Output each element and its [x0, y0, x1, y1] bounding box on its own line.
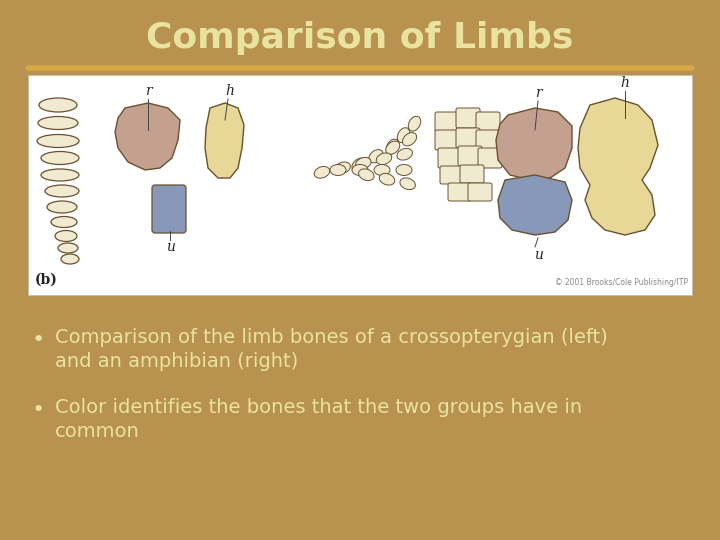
Text: and an amphibian (right): and an amphibian (right)	[55, 352, 298, 371]
FancyBboxPatch shape	[460, 165, 484, 183]
Ellipse shape	[387, 139, 399, 154]
Ellipse shape	[335, 162, 351, 174]
Ellipse shape	[39, 98, 77, 112]
FancyBboxPatch shape	[152, 185, 186, 233]
Text: Color identifies the bones that the two groups have in: Color identifies the bones that the two …	[55, 398, 582, 417]
Text: Comparison of the limb bones of a crossopterygian (left): Comparison of the limb bones of a crosso…	[55, 328, 608, 347]
Polygon shape	[115, 103, 180, 170]
FancyBboxPatch shape	[438, 148, 462, 168]
Text: •: •	[32, 400, 45, 420]
FancyBboxPatch shape	[448, 183, 472, 201]
Text: h: h	[225, 84, 235, 98]
Text: r: r	[535, 86, 541, 100]
FancyBboxPatch shape	[440, 166, 464, 184]
FancyBboxPatch shape	[456, 128, 480, 148]
FancyBboxPatch shape	[435, 130, 461, 150]
Ellipse shape	[38, 117, 78, 130]
Ellipse shape	[397, 148, 413, 160]
Ellipse shape	[352, 158, 366, 171]
Text: common: common	[55, 422, 140, 441]
FancyBboxPatch shape	[476, 130, 500, 150]
Ellipse shape	[402, 133, 417, 146]
Ellipse shape	[359, 169, 374, 180]
FancyBboxPatch shape	[458, 146, 482, 166]
Ellipse shape	[51, 217, 77, 227]
Ellipse shape	[386, 141, 400, 154]
Polygon shape	[205, 103, 244, 178]
Ellipse shape	[352, 165, 368, 176]
Text: •: •	[32, 330, 45, 350]
Ellipse shape	[58, 243, 78, 253]
Ellipse shape	[396, 165, 412, 176]
Ellipse shape	[374, 165, 390, 176]
Ellipse shape	[37, 134, 79, 147]
FancyBboxPatch shape	[468, 183, 492, 201]
Ellipse shape	[61, 254, 79, 264]
Ellipse shape	[314, 166, 330, 178]
Ellipse shape	[397, 127, 410, 143]
FancyBboxPatch shape	[478, 148, 502, 168]
Ellipse shape	[45, 185, 79, 197]
FancyBboxPatch shape	[435, 112, 461, 132]
Text: u: u	[166, 240, 174, 254]
Ellipse shape	[400, 178, 415, 190]
Ellipse shape	[369, 150, 383, 163]
Bar	[28, 75, 692, 295]
Ellipse shape	[356, 158, 371, 169]
Polygon shape	[496, 108, 572, 180]
Text: (b): (b)	[35, 273, 58, 287]
Text: u: u	[534, 248, 542, 262]
Ellipse shape	[47, 201, 77, 213]
Text: Comparison of Limbs: Comparison of Limbs	[146, 21, 574, 55]
Ellipse shape	[408, 116, 420, 131]
Ellipse shape	[377, 153, 392, 165]
Polygon shape	[578, 98, 658, 235]
Text: r: r	[145, 84, 151, 98]
FancyBboxPatch shape	[476, 112, 500, 132]
FancyBboxPatch shape	[456, 108, 480, 128]
Ellipse shape	[41, 169, 79, 181]
Ellipse shape	[379, 173, 395, 185]
Ellipse shape	[330, 165, 346, 176]
Ellipse shape	[41, 152, 79, 165]
Ellipse shape	[55, 231, 77, 241]
Text: © 2001 Brooks/Cole Publishing/ITP: © 2001 Brooks/Cole Publishing/ITP	[555, 278, 688, 287]
Text: h: h	[621, 76, 629, 90]
Polygon shape	[498, 175, 572, 235]
